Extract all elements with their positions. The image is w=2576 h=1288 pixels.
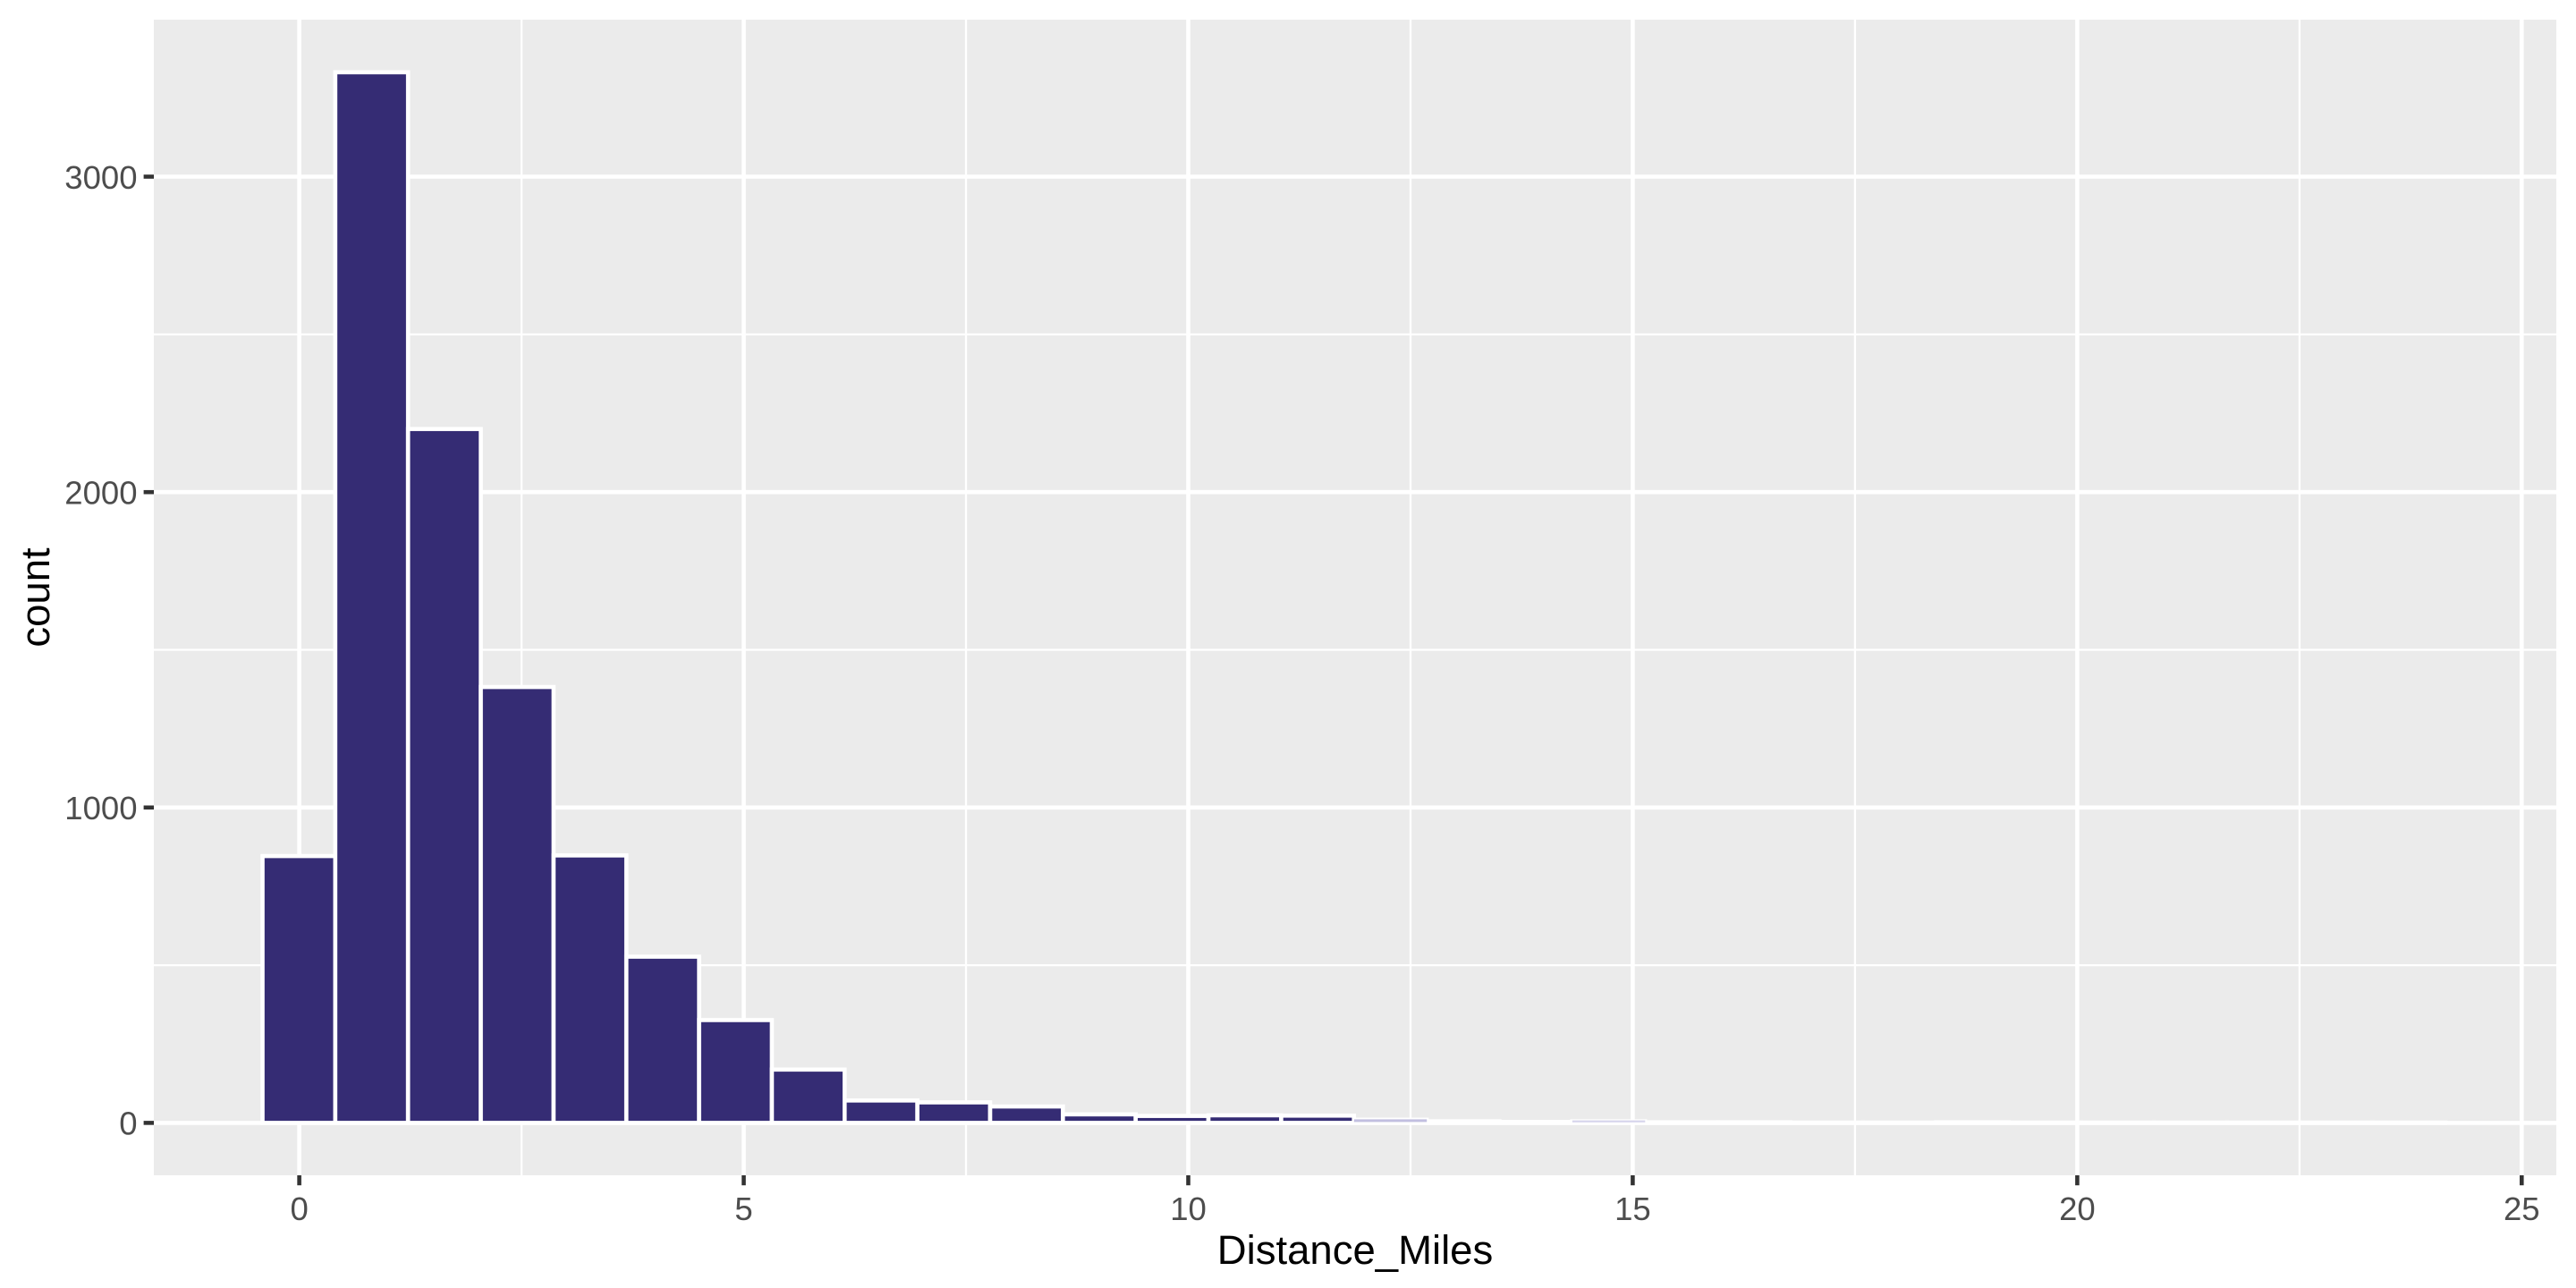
svg-text:15: 15 [1614,1191,1651,1227]
svg-text:2000: 2000 [64,475,137,512]
svg-text:20: 20 [2059,1191,2096,1227]
svg-text:25: 25 [2504,1191,2540,1227]
svg-text:1000: 1000 [64,790,137,826]
svg-text:5: 5 [734,1191,752,1227]
svg-text:Distance_Miles: Distance_Miles [1217,1227,1494,1273]
svg-text:count: count [13,547,58,648]
svg-text:0: 0 [119,1106,137,1142]
svg-text:3000: 3000 [64,159,137,196]
svg-text:0: 0 [290,1191,308,1227]
svg-text:10: 10 [1170,1191,1207,1227]
